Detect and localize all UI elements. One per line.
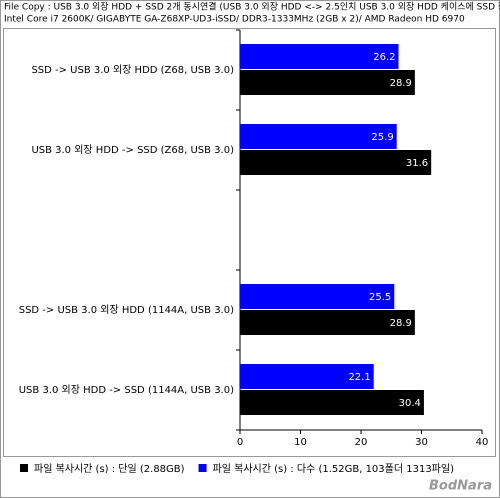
- category-label: USB 3.0 외장 HDD -> SSD (1144A, USB 3.0): [19, 384, 234, 396]
- legend-label: 파일 복사시간 (s) : 다수 (1.52GB, 103폴더 1313파일): [213, 463, 455, 475]
- value-label: 31.6: [406, 158, 428, 169]
- category-label: USB 3.0 외장 HDD -> SSD (Z68, USB 3.0): [31, 144, 234, 156]
- legend-label: 파일 복사시간 (s) : 단일 (2.88GB): [34, 463, 185, 475]
- value-label: 30.4: [399, 398, 421, 409]
- value-label: 28.9: [390, 78, 412, 89]
- x-tick-label: 30: [415, 437, 428, 448]
- bar: [240, 310, 415, 335]
- value-label: 25.5: [369, 292, 391, 303]
- bar: [240, 70, 415, 95]
- x-tick-label: 20: [355, 437, 368, 448]
- bar: [240, 390, 424, 415]
- chart-subtitle: Intel Core i7 2600K/ GIGABYTE GA-Z68XP-U…: [4, 15, 465, 25]
- plot-frame: [3, 28, 496, 457]
- watermark: BodNara: [429, 479, 492, 494]
- category-label: SSD -> USB 3.0 외장 HDD (Z68, USB 3.0): [31, 64, 234, 76]
- legend-swatch: [20, 464, 28, 472]
- value-label: 26.2: [373, 52, 395, 63]
- chart-title: File Copy : USB 3.0 외장 HDD + SSD 2개 동시연결…: [4, 1, 500, 13]
- x-tick-label: 10: [294, 437, 307, 448]
- value-label: 22.1: [348, 372, 370, 383]
- legend-swatch: [198, 464, 207, 472]
- bar: [240, 284, 395, 309]
- category-label: SSD -> USB 3.0 외장 HDD (1144A, USB 3.0): [19, 304, 234, 316]
- value-label: 28.9: [390, 318, 412, 329]
- x-tick-label: 40: [476, 437, 489, 448]
- value-label: 25.9: [371, 132, 393, 143]
- x-tick-label: 0: [237, 437, 243, 448]
- bar: [240, 364, 374, 389]
- bar: [240, 124, 397, 149]
- bar: [240, 44, 399, 69]
- bar: [240, 150, 432, 175]
